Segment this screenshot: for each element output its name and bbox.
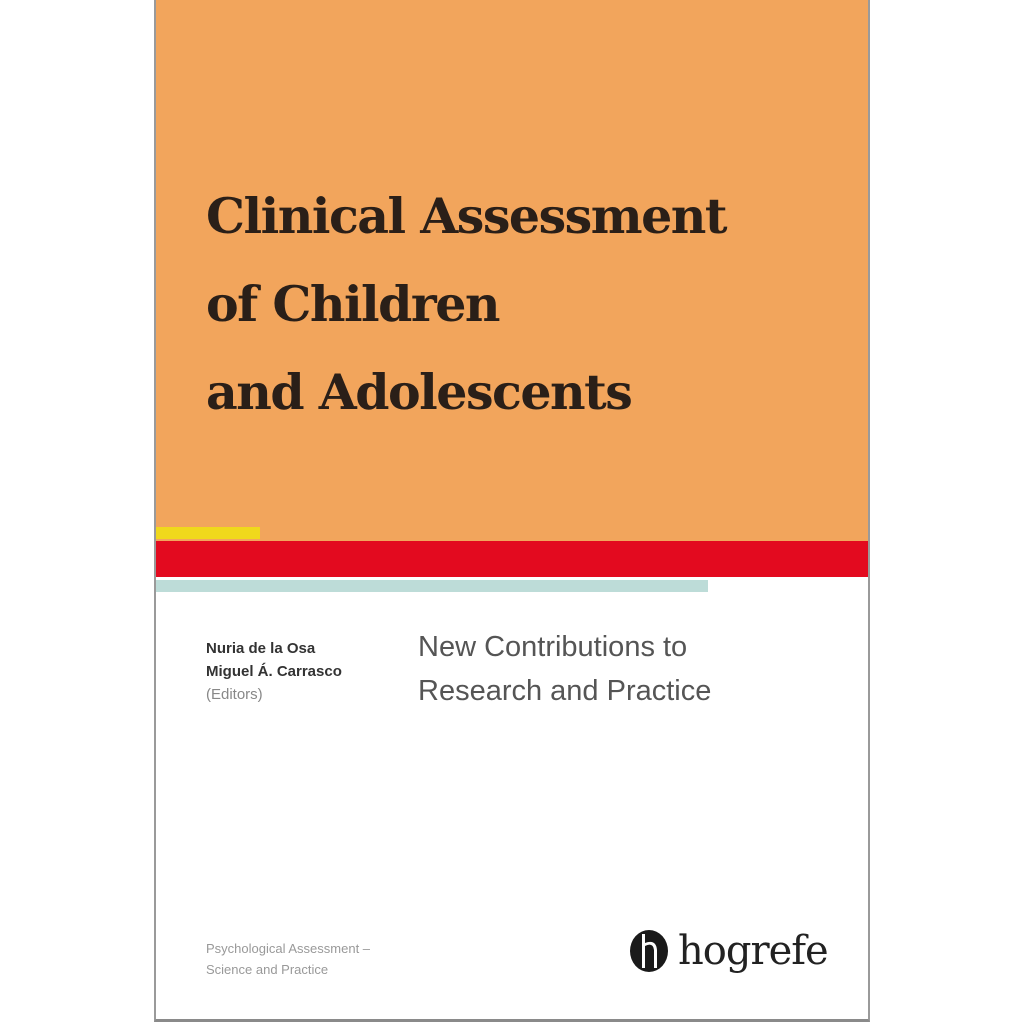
title-line: and Adolescents xyxy=(206,363,633,421)
cover-top-panel: Clinical Assessment of Children and Adol… xyxy=(156,0,868,541)
subtitle-line: New Contributions to xyxy=(418,631,688,663)
book-cover: Clinical Assessment of Children and Adol… xyxy=(154,0,870,1022)
red-accent-bar xyxy=(156,541,868,577)
series-line: Science and Practice xyxy=(206,962,329,977)
editor-name: Miguel Á. Carrasco xyxy=(206,663,342,680)
editors-role: (Editors) xyxy=(206,686,263,703)
teal-accent-bar xyxy=(156,580,708,592)
yellow-accent-bar xyxy=(156,527,260,539)
title-line: Clinical Assessment xyxy=(206,187,728,245)
book-title: Clinical Assessment of Children and Adol… xyxy=(206,172,728,436)
subtitle-line: Research and Practice xyxy=(418,675,712,707)
editors: Nuria de la Osa Miguel Á. Carrasco (Edit… xyxy=(206,637,342,706)
editor-name: Nuria de la Osa xyxy=(206,640,316,657)
hogrefe-hp-logo-icon xyxy=(630,930,668,972)
title-line: of Children xyxy=(206,275,501,333)
publisher-logo: hogrefe xyxy=(628,928,829,974)
publisher-name: hogrefe xyxy=(678,928,829,974)
series-name: Psychological Assessment – Science and P… xyxy=(206,938,370,980)
series-line: Psychological Assessment – xyxy=(206,941,371,956)
book-subtitle: New Contributions to Research and Practi… xyxy=(418,625,711,713)
